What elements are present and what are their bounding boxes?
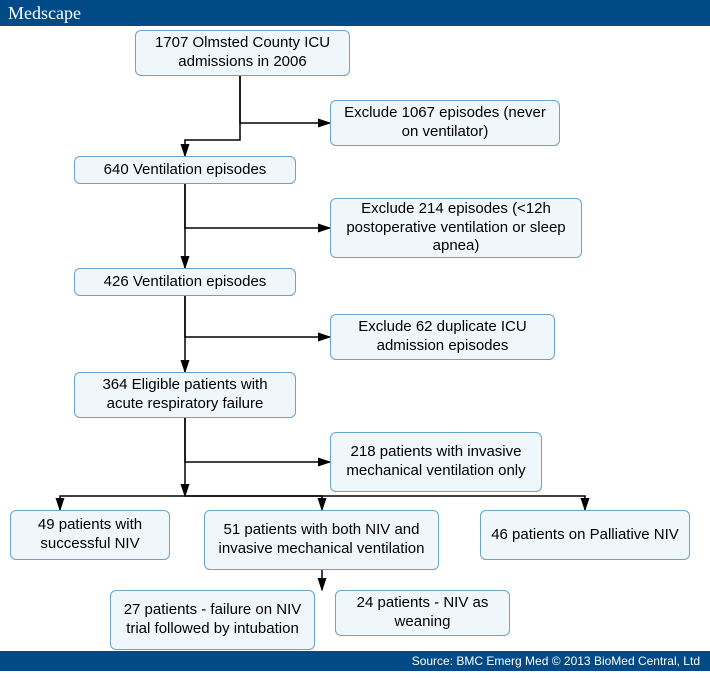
edge-1 <box>185 76 240 156</box>
brand-header: Medscape <box>0 0 710 26</box>
edge-2 <box>185 184 330 228</box>
edge-6 <box>185 418 330 462</box>
edge-0 <box>240 76 330 123</box>
source-text: Source: BMC Emerg Med © 2013 BioMed Cent… <box>412 654 700 668</box>
flowchart-node-n3: 426 Ventilation episodes <box>74 268 296 296</box>
flowchart-node-c2: 24 patients - NIV as weaning <box>335 590 510 636</box>
edge-4 <box>185 296 330 337</box>
flowchart-node-b1: 49 patients with successful NIV <box>10 510 170 560</box>
flowchart-node-c1: 27 patients - failure on NIV trial follo… <box>110 590 315 650</box>
flowchart-node-e1: Exclude 1067 episodes (never on ventilat… <box>330 100 560 146</box>
edge-9 <box>185 496 322 510</box>
flowchart-node-n1: 1707 Olmsted County ICU admissions in 20… <box>135 30 350 76</box>
flowchart-node-b3: 46 patients on Palliative NIV <box>480 510 690 560</box>
flowchart-node-e3: Exclude 62 duplicate ICU admission episo… <box>330 314 555 360</box>
flowchart-node-e4: 218 patients with invasive mechanical ve… <box>330 432 542 492</box>
edge-10 <box>185 496 585 510</box>
flowchart-node-n4: 364 Eligible patients with acute respira… <box>74 372 296 418</box>
brand-name: Medscape <box>8 3 81 24</box>
flowchart-node-n2: 640 Ventilation episodes <box>74 156 296 184</box>
edge-8 <box>60 496 185 510</box>
flowchart-node-e2: Exclude 214 episodes (<12h postoperative… <box>330 198 582 258</box>
source-footer: Source: BMC Emerg Med © 2013 BioMed Cent… <box>0 651 710 671</box>
flowchart: 1707 Olmsted County ICU admissions in 20… <box>0 26 710 651</box>
flowchart-node-b2: 51 patients with both NIV and invasive m… <box>204 510 439 570</box>
